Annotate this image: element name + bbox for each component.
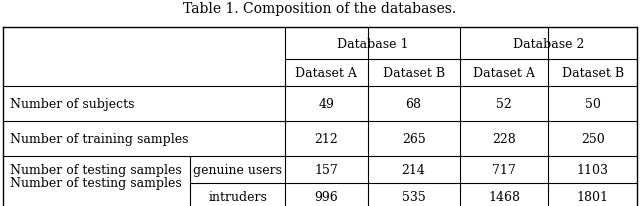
Text: 1801: 1801 — [577, 190, 609, 203]
Text: 535: 535 — [402, 190, 426, 203]
Text: Number of testing samples: Number of testing samples — [10, 163, 182, 176]
Text: Database 1: Database 1 — [337, 37, 408, 50]
Text: 68: 68 — [406, 98, 422, 111]
Text: 49: 49 — [319, 98, 334, 111]
Text: Number of testing samples: Number of testing samples — [10, 177, 182, 189]
Text: 1468: 1468 — [488, 190, 520, 203]
Text: Dataset B: Dataset B — [562, 67, 624, 80]
Text: Table 1. Composition of the databases.: Table 1. Composition of the databases. — [184, 2, 456, 16]
Text: Number of testing samples: Number of testing samples — [10, 177, 182, 189]
Text: 212: 212 — [314, 132, 338, 145]
Text: 996: 996 — [314, 190, 338, 203]
Text: genuine users: genuine users — [193, 163, 282, 176]
Text: Dataset A: Dataset A — [296, 67, 357, 80]
Text: 214: 214 — [402, 163, 426, 176]
Text: 157: 157 — [314, 163, 338, 176]
Text: Dataset B: Dataset B — [383, 67, 445, 80]
Text: 717: 717 — [492, 163, 516, 176]
Text: Database 2: Database 2 — [513, 37, 584, 50]
Text: 50: 50 — [585, 98, 601, 111]
Text: 1103: 1103 — [577, 163, 609, 176]
Text: 250: 250 — [581, 132, 605, 145]
Text: 52: 52 — [496, 98, 512, 111]
Text: intruders: intruders — [208, 190, 267, 203]
Text: Dataset A: Dataset A — [473, 67, 535, 80]
Text: Number of training samples: Number of training samples — [10, 132, 189, 145]
Text: 228: 228 — [492, 132, 516, 145]
Text: Number of subjects: Number of subjects — [10, 98, 135, 111]
Text: 265: 265 — [402, 132, 426, 145]
